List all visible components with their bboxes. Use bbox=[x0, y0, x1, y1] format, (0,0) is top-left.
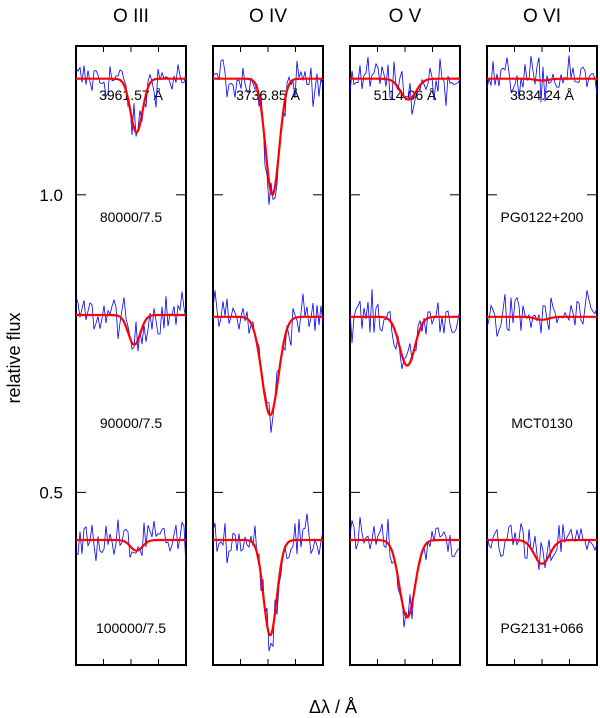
star-label: MCT0130 bbox=[511, 415, 573, 431]
star-label: PG0122+200 bbox=[501, 209, 584, 225]
panel-2: O IV 3736.85 Å bbox=[212, 6, 324, 666]
y-tick-label: 1.0 bbox=[39, 186, 63, 205]
model-spectrum-line bbox=[350, 538, 460, 619]
observed-spectrum-line bbox=[486, 290, 598, 337]
model-label: 100000/7.5 bbox=[96, 620, 166, 636]
model-spectrum-line bbox=[76, 313, 186, 346]
panel-frame bbox=[486, 45, 598, 666]
model-label: 80000/7.5 bbox=[100, 209, 162, 225]
star-label: PG2131+066 bbox=[501, 620, 584, 636]
panel-title: O IV bbox=[249, 6, 287, 27]
panel-title: O V bbox=[389, 6, 422, 27]
model-spectrum-line bbox=[213, 538, 323, 637]
model-spectrum-line bbox=[76, 538, 186, 552]
observed-spectrum-line bbox=[349, 56, 461, 115]
model-spectrum-line bbox=[350, 315, 460, 367]
model-spectrum-line bbox=[487, 538, 597, 565]
wavelength-label: 3736.85 Å bbox=[236, 87, 300, 103]
observed-spectrum-line bbox=[75, 519, 187, 568]
model-spectrum-line bbox=[487, 315, 597, 321]
y-tick-label: 0.5 bbox=[39, 483, 63, 502]
y-axis-label: relative flux bbox=[4, 312, 24, 403]
wavelength-label: 5114.06 Å bbox=[374, 87, 437, 103]
wavelength-label: 3834.24 Å bbox=[510, 87, 574, 103]
panel-title: O III bbox=[113, 6, 149, 27]
panel-3: O V 5114.06 Å bbox=[349, 6, 461, 666]
panel-frame bbox=[75, 45, 187, 666]
panel-frame bbox=[212, 45, 324, 666]
model-spectrum-line bbox=[487, 77, 597, 82]
model-spectrum-line bbox=[76, 77, 186, 134]
panel-4: O VI 3834.24 Å bbox=[486, 6, 598, 666]
model-spectrum-line bbox=[213, 315, 323, 417]
model-label: 90000/7.5 bbox=[100, 415, 162, 431]
observed-spectrum-line bbox=[212, 59, 324, 205]
x-axis-label: Δλ / Å bbox=[309, 697, 357, 717]
model-spectrum-line bbox=[350, 77, 460, 101]
observed-spectrum-line bbox=[212, 290, 324, 433]
model-spectrum-line bbox=[213, 77, 323, 197]
observed-spectrum-line bbox=[486, 523, 598, 571]
panel-title: O VI bbox=[523, 6, 561, 27]
panel-frame bbox=[349, 45, 461, 666]
observed-spectrum-line bbox=[486, 55, 598, 103]
observed-spectrum-line bbox=[349, 289, 461, 369]
observed-spectrum-line bbox=[349, 516, 461, 628]
